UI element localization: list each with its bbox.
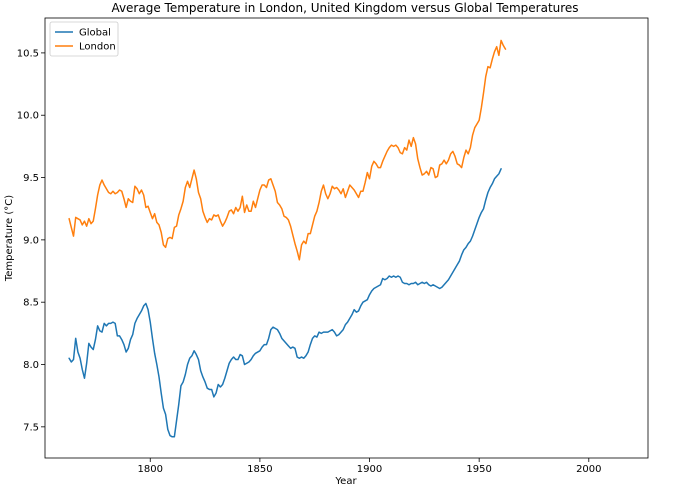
y-tick-label: 8.5 xyxy=(23,298,39,309)
x-tick-label: 1850 xyxy=(247,464,272,475)
plot-frame xyxy=(44,17,649,459)
y-tick-label: 7.5 xyxy=(23,422,39,433)
y-tick-label: 10.0 xyxy=(17,111,39,122)
x-axis-label: Year xyxy=(334,476,357,487)
y-tick-label: 9.5 xyxy=(23,173,39,184)
legend-label-london: London xyxy=(79,42,116,53)
x-tick-label: 1800 xyxy=(138,464,163,475)
y-tick-label: 10.5 xyxy=(17,48,39,59)
legend: Global London xyxy=(49,21,119,57)
x-tick-label: 1950 xyxy=(466,464,491,475)
chart-title: Average Temperature in London, United Ki… xyxy=(111,1,578,15)
y-axis-label: Temperature (°C) xyxy=(4,195,15,282)
y-tick-label: 8.0 xyxy=(23,360,39,371)
legend-label-global: Global xyxy=(79,28,111,39)
plot-area: 1800 1850 1900 1950 2000 7.5 8.0 8.5 9.0 9.5 10.0 1… xyxy=(17,17,649,475)
series-line-global xyxy=(68,168,502,438)
x-tick-label: 1900 xyxy=(357,464,382,475)
series-line-london xyxy=(68,39,507,261)
legend-box xyxy=(49,21,119,57)
y-tick-label: 9.0 xyxy=(23,235,39,246)
x-tick-label: 2000 xyxy=(576,464,601,475)
